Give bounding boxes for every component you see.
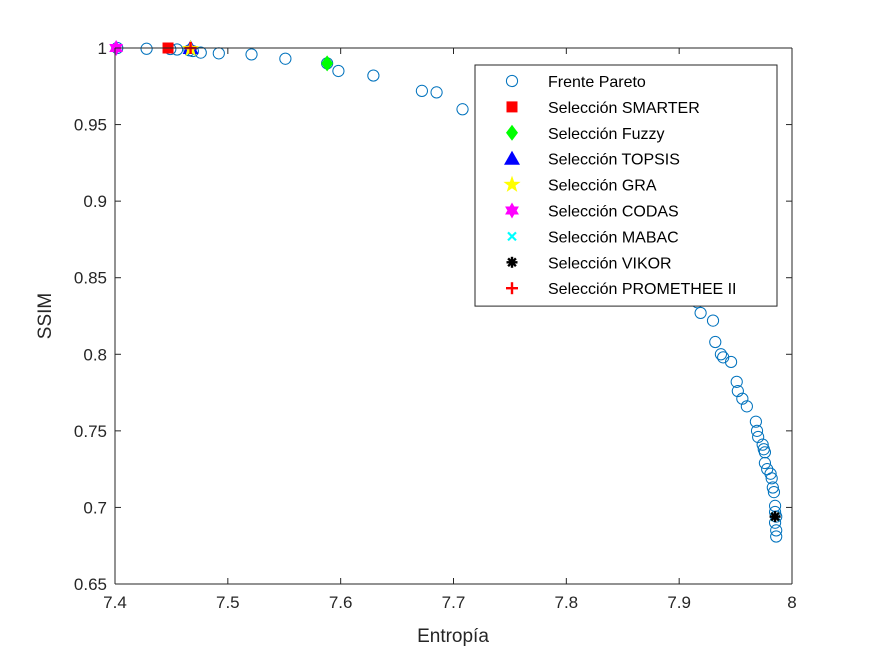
legend-entry: Selección SMARTER bbox=[506, 100, 700, 117]
legend-marker-seleccion-gra bbox=[503, 175, 521, 192]
x-tick-label: 7.9 bbox=[667, 593, 691, 612]
x-tick-label: 7.4 bbox=[103, 593, 127, 612]
data-point bbox=[332, 64, 345, 78]
legend-entry: Selección PROMETHEE II bbox=[506, 281, 737, 298]
data-point bbox=[770, 530, 783, 543]
legend: Frente Pareto Selección SMARTER Selección … bbox=[474, 64, 778, 307]
x-tick-label: 7.7 bbox=[442, 593, 466, 612]
data-point bbox=[756, 438, 769, 451]
legend-entry: Selección CODAS bbox=[505, 202, 679, 221]
data-point bbox=[767, 486, 781, 499]
y-axis-label: SSIM bbox=[35, 293, 56, 339]
y-tick-label: 0.8 bbox=[83, 345, 107, 364]
data-point bbox=[279, 52, 292, 65]
data-point bbox=[456, 103, 469, 116]
data-point bbox=[764, 467, 777, 480]
data-point bbox=[750, 424, 764, 437]
legend-marker-frente-pareto bbox=[505, 74, 519, 88]
legend-box bbox=[474, 64, 778, 307]
y-tick-label: 0.65 bbox=[74, 575, 107, 594]
data-point bbox=[321, 55, 334, 72]
data-point bbox=[731, 384, 744, 398]
y-tick-label: 0.85 bbox=[74, 269, 107, 288]
data-point bbox=[367, 69, 380, 82]
legend-label: Selección VIKOR bbox=[548, 255, 672, 272]
legend-marker-seleccion-mabac bbox=[507, 231, 517, 242]
axes: 7.4 7.5 7.6 7.7 7.8 7.9 8 0.65 0.7 0.75 0.8 0.85 0.9… bbox=[74, 39, 797, 612]
data-point bbox=[714, 348, 728, 361]
legend-label: Selección TOPSIS bbox=[548, 152, 680, 169]
legend-label: Selección CODAS bbox=[548, 204, 679, 221]
data-point bbox=[740, 400, 753, 413]
legend-marker-seleccion-smarter bbox=[506, 101, 518, 113]
data-point bbox=[140, 42, 153, 55]
y-tick-label: 1 bbox=[98, 39, 107, 58]
y-tick-label: 0.7 bbox=[83, 498, 107, 517]
legend-entry: Selección GRA bbox=[503, 175, 657, 195]
y-tick-label: 0.9 bbox=[83, 192, 107, 211]
legend-label: Frente Pareto bbox=[548, 74, 646, 91]
data-point bbox=[430, 86, 443, 99]
legend-entry: Selección TOPSIS bbox=[504, 150, 680, 169]
data-point bbox=[769, 511, 781, 523]
legend-label: Selección MABAC bbox=[548, 229, 679, 246]
data-point bbox=[706, 314, 720, 327]
legend-entry: Selección MABAC bbox=[507, 229, 679, 246]
x-tick-label: 7.6 bbox=[329, 593, 353, 612]
legend-marker-seleccion-promethee-ii bbox=[506, 282, 518, 295]
data-point bbox=[736, 392, 749, 405]
y-tick-label: 0.75 bbox=[74, 422, 107, 441]
legend-label: Selección SMARTER bbox=[548, 100, 700, 117]
data-point bbox=[765, 472, 778, 485]
x-axis-label: Entropía bbox=[417, 626, 489, 647]
series-seleccion-vikor bbox=[769, 511, 781, 523]
legend-marker-seleccion-codas bbox=[505, 202, 519, 219]
legend-label: Selección GRA bbox=[548, 178, 657, 195]
data-point bbox=[770, 524, 783, 537]
data-point bbox=[766, 481, 779, 494]
legend-entry: Selección Fuzzy bbox=[506, 124, 665, 143]
data-point bbox=[749, 415, 762, 428]
legend-marker-seleccion-fuzzy bbox=[506, 124, 518, 141]
data-point bbox=[752, 430, 765, 444]
data-point bbox=[415, 84, 429, 97]
legend-entry: Selección VIKOR bbox=[506, 255, 672, 272]
x-tick-label: 7.8 bbox=[555, 593, 579, 612]
data-point bbox=[709, 335, 722, 349]
data-point bbox=[245, 48, 258, 61]
legend-marker-seleccion-vikor bbox=[506, 256, 518, 268]
x-tick-label: 8 bbox=[787, 593, 796, 612]
x-tick-label: 7.5 bbox=[216, 593, 240, 612]
y-tick-label: 0.95 bbox=[74, 116, 107, 135]
legend-entry: Frente Pareto bbox=[505, 74, 646, 91]
legend-label: Selección Fuzzy bbox=[548, 126, 665, 143]
legend-marker-seleccion-topsis bbox=[504, 150, 520, 165]
data-point bbox=[694, 306, 707, 320]
data-point bbox=[758, 456, 772, 470]
data-point bbox=[730, 375, 743, 388]
series-seleccion-fuzzy bbox=[321, 55, 334, 72]
data-point bbox=[724, 355, 738, 369]
legend-label: Selección PROMETHEE II bbox=[548, 281, 737, 298]
